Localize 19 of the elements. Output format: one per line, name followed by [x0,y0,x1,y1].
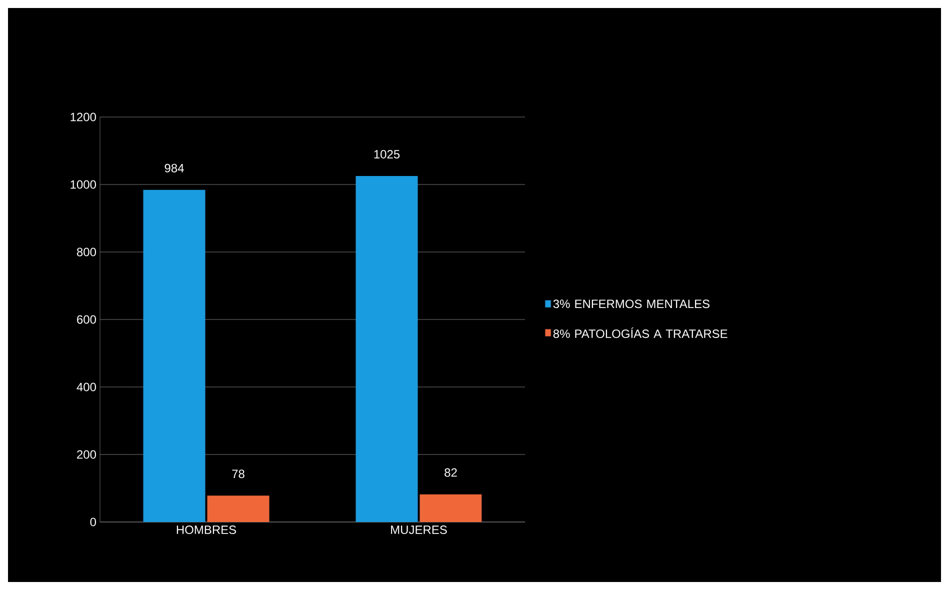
bar [356,176,418,522]
bar [143,190,206,522]
x-tick-label: MUJERES [391,526,447,534]
y-tick-label: 0 [90,518,96,526]
y-tick-label: 200 [77,450,96,459]
y-tick-label: 800 [76,248,96,256]
data-label: 984 [164,164,184,172]
y-tick-label: 400 [76,382,96,392]
data-label: 78 [232,470,244,478]
y-tick-label: 600 [77,315,96,324]
legend-label: 3% ENFERMOS MENTALES [553,300,710,308]
x-tick-label: HOMBRES [176,526,236,534]
data-label: 82 [444,468,457,477]
y-tick-label: 1200 [70,112,96,122]
legend-label: 8% PATOLOGÍAS A TRATARSE [553,327,728,338]
bar [420,494,482,522]
data-label: 1025 [374,150,400,159]
y-tick-label: 1000 [70,180,96,189]
bar [207,496,270,522]
